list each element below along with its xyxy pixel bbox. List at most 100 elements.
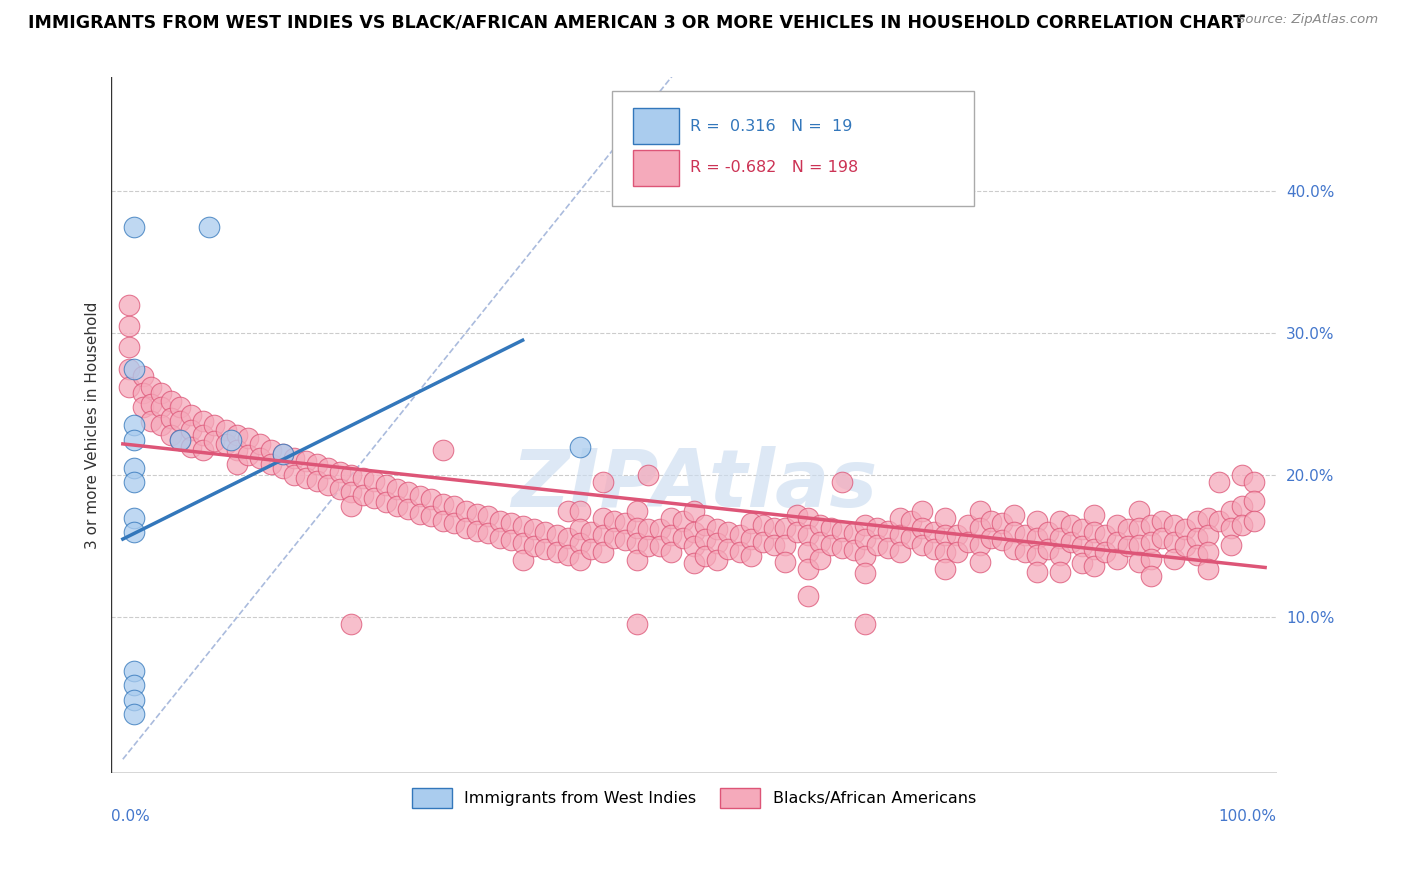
Point [740,549,762,563]
Point [420,509,443,524]
FancyBboxPatch shape [613,91,973,206]
Point [180,409,202,423]
Point [1219,538,1241,552]
Point [238,448,260,462]
Point [117,380,139,394]
Point [751,535,773,549]
Point [523,522,546,536]
Point [1025,531,1047,545]
Point [1036,524,1059,539]
Point [762,538,785,552]
Point [626,617,648,632]
Point [1174,522,1197,536]
Point [820,521,842,535]
Point [1140,552,1163,566]
Point [706,553,728,567]
Point [1140,569,1163,583]
Point [122,692,145,706]
Point [117,298,139,312]
Point [592,510,614,524]
Point [831,524,853,538]
Point [1025,565,1047,579]
Point [683,524,706,539]
Point [1163,552,1185,566]
Point [866,521,889,535]
Point [1071,556,1094,570]
Point [1232,500,1254,514]
Point [169,414,191,428]
Text: 0.0%: 0.0% [111,809,150,824]
Point [122,510,145,524]
Point [122,475,145,490]
Point [465,524,488,538]
Point [1002,524,1025,539]
Point [159,394,181,409]
Point [683,503,706,517]
Point [432,497,454,511]
Point [122,706,145,721]
Point [318,478,340,492]
Point [648,539,671,553]
Point [1197,562,1219,576]
Point [546,545,568,559]
FancyBboxPatch shape [633,150,679,186]
Text: Source: ZipAtlas.com: Source: ZipAtlas.com [1237,13,1378,27]
Point [842,543,865,558]
Point [1060,517,1083,532]
Point [249,437,271,451]
Point [214,423,236,437]
Point [477,526,499,541]
Point [1232,468,1254,483]
Point [1163,535,1185,549]
Point [797,528,820,542]
Point [122,361,145,376]
Point [1128,538,1150,552]
Point [271,447,294,461]
Point [568,522,591,536]
Point [853,517,876,532]
Point [420,492,443,507]
Point [385,500,408,514]
Point [820,538,842,552]
Point [1152,514,1174,528]
Point [534,524,557,539]
Point [432,514,454,528]
Point [808,535,831,549]
Y-axis label: 3 or more Vehicles in Household: 3 or more Vehicles in Household [86,301,100,549]
Point [648,522,671,536]
Point [592,528,614,542]
Point [695,517,717,532]
Point [191,442,214,457]
Point [488,514,510,528]
Point [305,474,328,488]
Point [1208,514,1230,528]
Point [889,528,911,542]
Point [706,536,728,550]
Point [728,545,751,559]
Point [512,519,534,533]
Point [922,524,945,539]
Point [141,380,163,394]
Point [180,423,202,437]
Point [202,418,225,433]
Point [1105,517,1128,532]
Point [122,524,145,539]
Point [122,461,145,475]
Point [637,539,659,553]
Point [877,524,900,538]
Point [637,468,659,483]
Point [695,532,717,546]
Point [1094,545,1116,559]
Point [671,531,693,545]
Point [534,541,557,556]
Point [340,468,363,483]
Point [568,536,591,550]
Point [740,516,762,531]
Legend: Immigrants from West Indies, Blacks/African Americans: Immigrants from West Indies, Blacks/Afri… [405,782,983,814]
Point [980,514,1002,528]
Point [260,442,283,457]
Point [1219,521,1241,535]
Point [671,514,693,528]
Point [751,517,773,532]
Point [117,361,139,376]
